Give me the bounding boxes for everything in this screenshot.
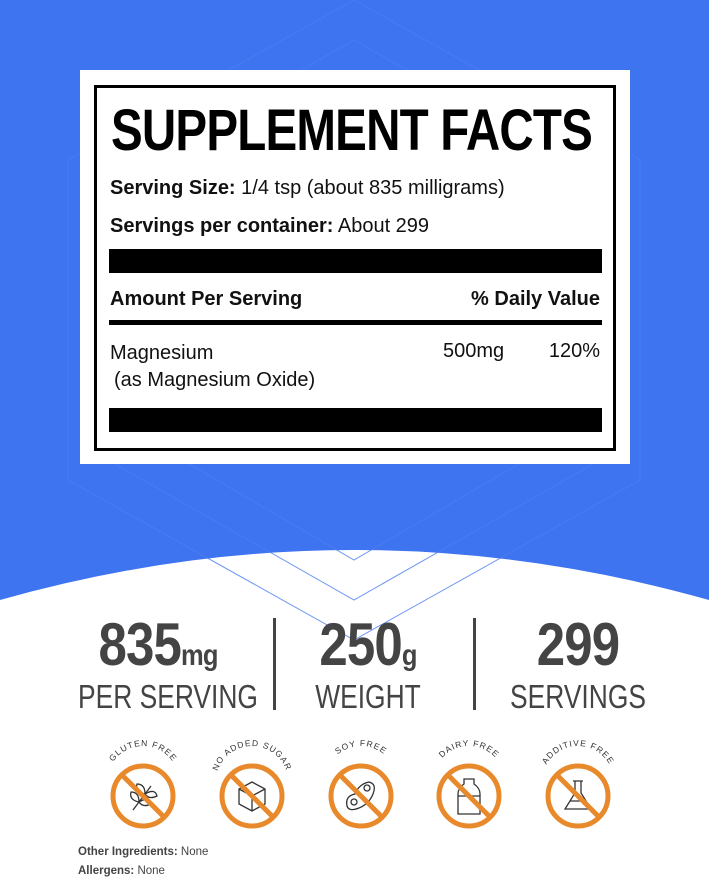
servings-value: About 299 xyxy=(337,215,430,237)
serving-size-label: Serving Size: xyxy=(110,177,236,199)
medium-divider xyxy=(109,320,602,325)
prohibited-icon xyxy=(545,763,611,829)
facts-title: SUPPLEMENT FACTS xyxy=(111,98,593,163)
stat-unit: g xyxy=(401,639,418,672)
stat-per-serving: 835mg PER SERVING xyxy=(58,615,258,715)
serving-size: Serving Size: 1/4 tsp (about 835 milligr… xyxy=(110,176,505,200)
prohibited-icon xyxy=(436,763,502,829)
stat-label: PER SERVING xyxy=(78,678,258,715)
badge-additive-free: ADDITIVE FREE xyxy=(538,738,618,830)
other-ingredients: Other Ingredients: None xyxy=(78,845,208,859)
stat-divider xyxy=(473,618,476,710)
nutrient-name: Magnesium xyxy=(110,342,214,364)
dv-header: % Daily Value xyxy=(471,288,600,310)
nutrient-dv: 120% xyxy=(548,340,600,362)
prohibited-icon xyxy=(219,763,285,829)
badge-soy-free: SOY FREE xyxy=(321,738,401,830)
thick-divider-bottom xyxy=(109,408,602,432)
nutrient-source: (as Magnesium Oxide) xyxy=(114,369,316,391)
allergens-value: None xyxy=(137,865,165,877)
badge-text: DAIRY FREE xyxy=(437,738,502,759)
stat-label: SERVINGS xyxy=(510,678,646,715)
badge-dairy-free: DAIRY FREE xyxy=(429,738,509,830)
servings-per-container: Servings per container: About 299 xyxy=(110,214,429,238)
stat-label: WEIGHT xyxy=(315,678,421,715)
serving-size-value: 1/4 tsp (about 835 milligrams) xyxy=(241,177,505,199)
amount-header: Amount Per Serving xyxy=(110,288,303,310)
stat-unit: mg xyxy=(180,639,218,672)
badge-text: GLUTEN FREE xyxy=(107,738,180,763)
stat-divider xyxy=(273,618,276,710)
servings-label: Servings per container: xyxy=(110,215,334,237)
stat-servings: 299 SERVINGS xyxy=(478,615,678,715)
nutrient-amount: 500mg xyxy=(443,340,505,362)
soybean-icon xyxy=(346,781,375,811)
label-border: SUPPLEMENT FACTS Serving Size: 1/4 tsp (… xyxy=(94,85,616,451)
other-ingredients-label: Other Ingredients: xyxy=(78,846,178,858)
allergens: Allergens: None xyxy=(78,864,165,878)
prohibited-icon xyxy=(328,763,394,829)
thick-divider xyxy=(109,249,602,273)
stat-value: 299 xyxy=(536,611,620,678)
supplement-facts-label: SUPPLEMENT FACTS Serving Size: 1/4 tsp (… xyxy=(80,70,630,464)
badge-text: SOY FREE xyxy=(333,738,389,756)
other-ingredients-value: None xyxy=(180,846,209,858)
badge-no-added-sugar: NO ADDED SUGAR xyxy=(210,738,293,830)
prohibited-icon xyxy=(110,763,176,829)
stat-value: 835 xyxy=(98,611,181,678)
stat-weight: 250g WEIGHT xyxy=(268,615,468,715)
badge-text: ADDITIVE FREE xyxy=(540,738,617,766)
stat-value: 250 xyxy=(319,611,402,678)
allergens-label: Allergens: xyxy=(78,865,135,877)
badge-gluten-free: GLUTEN FREE xyxy=(103,738,183,830)
